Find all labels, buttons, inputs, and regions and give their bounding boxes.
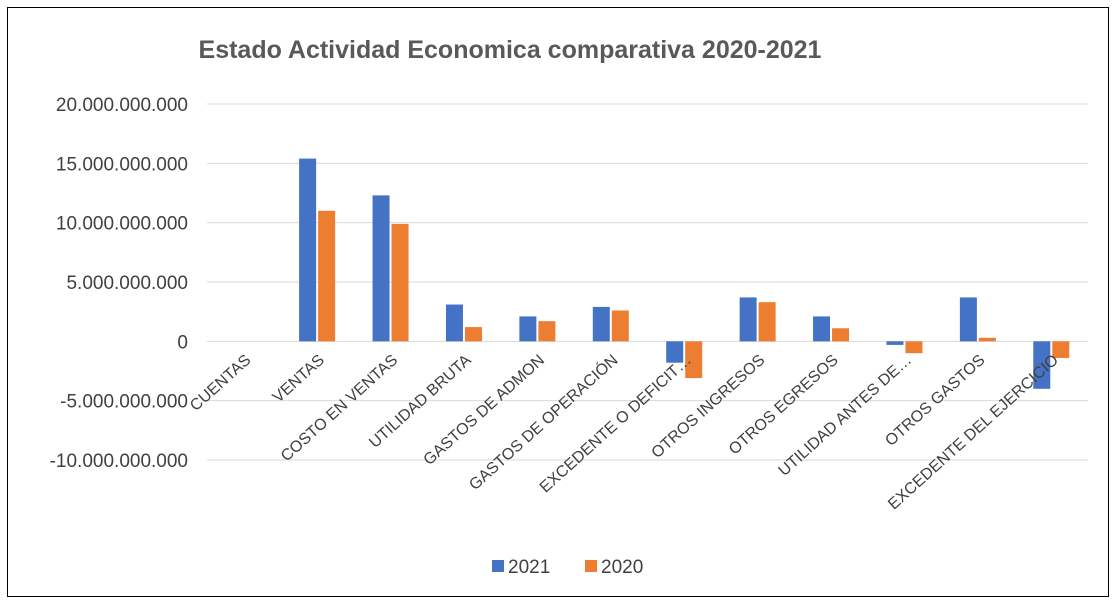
bar-2020-10	[978, 337, 996, 342]
bar-2020-6	[685, 341, 703, 379]
bar-2021-2	[372, 195, 390, 342]
bar-2020-9	[905, 341, 923, 354]
legend-label-2021: 2021	[508, 557, 550, 578]
gridlines	[207, 103, 1088, 461]
bar-2020-5	[611, 310, 629, 342]
bar-2020-3	[464, 327, 482, 342]
bar-2021-6	[666, 341, 684, 363]
bar-2021-7	[739, 297, 757, 342]
chart-title: Estado Actividad Economica comparativa 2…	[199, 36, 822, 64]
x-category-label: GASTOS DE OPERACIÓN	[465, 350, 622, 494]
y-tick-label: -10.000.000.000	[50, 451, 188, 472]
bar-2020-1	[318, 210, 336, 342]
bar-2021-1	[299, 158, 317, 342]
y-tick-label: 0	[177, 332, 188, 353]
bar-2021-9	[886, 341, 904, 345]
bar-2021-3	[445, 304, 463, 342]
x-category-label: EXCEDENTE O DEFICIT…	[537, 352, 695, 497]
bar-2020-8	[832, 328, 850, 342]
bar-2020-7	[758, 302, 776, 342]
bar-2021-4	[519, 316, 537, 342]
bar-2021-10	[959, 297, 977, 342]
y-tick-label: 5.000.000.000	[66, 273, 188, 294]
x-category-label: VENTAS	[270, 352, 328, 407]
y-tick-label: -5.000.000.000	[60, 392, 188, 413]
legend-swatch-2020	[585, 560, 597, 572]
bar-2021-5	[592, 306, 610, 342]
x-category-label: CUENTAS	[187, 352, 254, 415]
y-tick-label: 10.000.000.000	[56, 214, 188, 235]
y-axis-ticks: 20.000.000.000 15.000.000.000 10.000.000.0…	[50, 95, 188, 472]
chart-frame	[7, 7, 1109, 597]
legend-swatch-2021	[492, 560, 504, 572]
y-tick-label: 15.000.000.000	[56, 154, 188, 175]
bars	[299, 158, 1070, 389]
bar-2020-4	[538, 321, 556, 342]
x-category-label: UTILIDAD ANTES DE…	[776, 352, 916, 480]
x-category-label: GASTOS DE ADMON	[421, 352, 548, 469]
bar-2020-2	[391, 223, 409, 342]
bar-2021-8	[813, 316, 831, 342]
y-tick-label: 20.000.000.000	[56, 95, 188, 116]
bar-2021-11	[1033, 341, 1051, 389]
bar-2020-11	[1052, 341, 1070, 358]
legend-label-2020: 2020	[601, 557, 643, 578]
legend: 2021 2020	[492, 557, 643, 578]
